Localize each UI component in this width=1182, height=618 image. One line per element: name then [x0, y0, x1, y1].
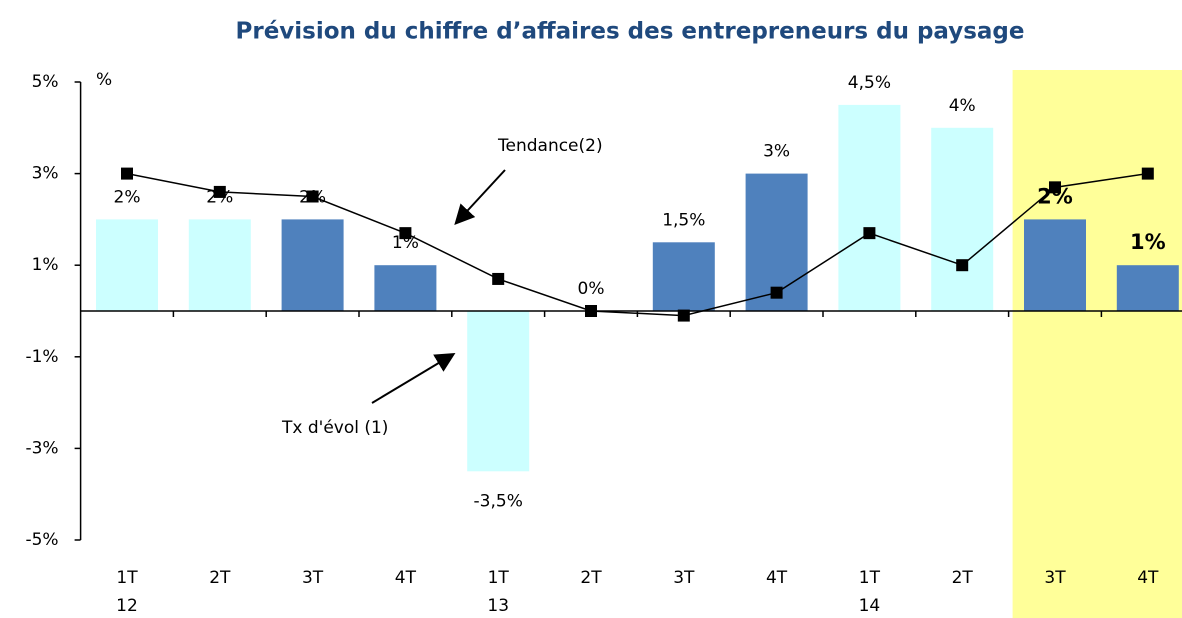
bar-annotation: Tx d'évol (1): [281, 418, 388, 438]
highlight: [1012, 70, 1182, 618]
marker: [770, 286, 783, 299]
marker: [306, 190, 319, 203]
bar: [374, 265, 437, 311]
marker: [677, 309, 690, 322]
value-label: 4,5%: [848, 73, 891, 93]
x-tick-label: 3T: [673, 568, 695, 588]
value-label: 3%: [763, 142, 790, 162]
x-tick-label: 3T: [1044, 568, 1066, 588]
marker: [863, 227, 876, 240]
bar: [652, 242, 715, 311]
x-group-label: 12: [116, 596, 138, 616]
arrow: [454, 169, 506, 225]
marker: [1141, 167, 1154, 180]
x-tick-label: 2T: [952, 568, 974, 588]
marker: [399, 227, 412, 240]
value-label: 1%: [392, 233, 419, 253]
bar: [467, 311, 530, 472]
marker: [492, 272, 505, 285]
y-unit: %: [96, 70, 112, 90]
x-tick-label: 1T: [859, 568, 881, 588]
marker: [585, 305, 597, 317]
x-tick-label: 4T: [395, 568, 417, 588]
trend-line: [126, 172, 1148, 317]
y-tick-label: -1%: [25, 347, 58, 367]
x-tick-label: 1T: [488, 568, 510, 588]
arrow: [371, 352, 456, 404]
x-tick-label: 4T: [766, 568, 788, 588]
y-tick-label: -3%: [25, 438, 58, 458]
x-tick-label: 4T: [1137, 568, 1159, 588]
x-tick-label: 3T: [302, 568, 324, 588]
chart-title: Prévision du chiffre d’affaires des entr…: [236, 19, 1025, 45]
bar: [1024, 219, 1086, 311]
x-tick-label: 2T: [209, 568, 231, 588]
x-tick-label: 1T: [116, 568, 138, 588]
bar: [1116, 265, 1179, 311]
y-tick-label: 3%: [32, 164, 59, 184]
line-annotation: Tendance(2): [497, 136, 603, 156]
value-label: 4%: [949, 96, 976, 116]
value-label: 0%: [578, 279, 605, 299]
value-label: 1%: [1130, 230, 1166, 254]
bar: [188, 219, 251, 311]
bar: [281, 219, 344, 311]
x-group-label: 13: [487, 596, 509, 616]
marker: [121, 167, 133, 180]
bar: [931, 127, 994, 311]
x-group-label: 14: [859, 596, 881, 616]
x-tick-label: 2T: [580, 568, 602, 588]
marker: [1049, 181, 1061, 194]
y-tick-label: 1%: [32, 255, 59, 275]
marker: [213, 185, 226, 198]
bar: [96, 219, 158, 311]
bar: [838, 104, 901, 312]
value-label: 1,5%: [662, 210, 705, 230]
y-tick-label: -5%: [25, 530, 58, 550]
value-label: -3,5%: [474, 491, 523, 511]
marker: [956, 259, 969, 272]
y-tick-label: 5%: [32, 72, 59, 92]
value-label: 2%: [114, 187, 141, 207]
